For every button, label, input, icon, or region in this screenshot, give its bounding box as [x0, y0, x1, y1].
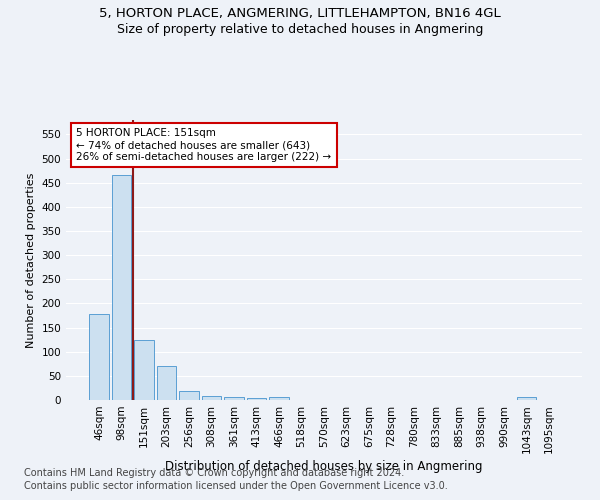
Bar — [269, 397, 289, 400]
Text: Size of property relative to detached houses in Angmering: Size of property relative to detached ho… — [117, 22, 483, 36]
Y-axis label: Number of detached properties: Number of detached properties — [26, 172, 36, 348]
X-axis label: Distribution of detached houses by size in Angmering: Distribution of detached houses by size … — [165, 460, 483, 473]
Bar — [224, 397, 244, 400]
Bar — [134, 340, 154, 400]
Bar — [179, 392, 199, 400]
Text: 5, HORTON PLACE, ANGMERING, LITTLEHAMPTON, BN16 4GL: 5, HORTON PLACE, ANGMERING, LITTLEHAMPTO… — [99, 8, 501, 20]
Text: 5 HORTON PLACE: 151sqm
← 74% of detached houses are smaller (643)
26% of semi-de: 5 HORTON PLACE: 151sqm ← 74% of detached… — [76, 128, 331, 162]
Bar — [202, 396, 221, 400]
Bar — [517, 397, 536, 400]
Text: Contains public sector information licensed under the Open Government Licence v3: Contains public sector information licen… — [24, 481, 448, 491]
Bar — [112, 174, 131, 400]
Bar — [247, 398, 266, 400]
Bar — [89, 314, 109, 400]
Bar — [157, 366, 176, 400]
Text: Contains HM Land Registry data © Crown copyright and database right 2024.: Contains HM Land Registry data © Crown c… — [24, 468, 404, 477]
